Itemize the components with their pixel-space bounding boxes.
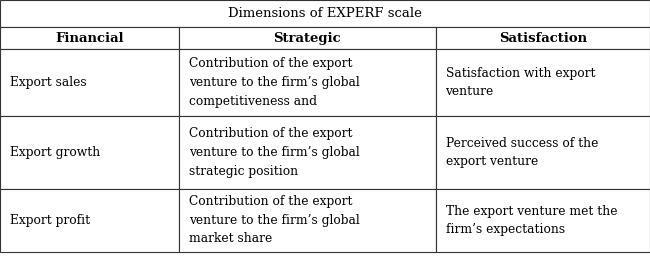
- Bar: [179, 189, 436, 252]
- Bar: [436, 116, 650, 189]
- Bar: [179, 49, 436, 116]
- Bar: [0, 49, 179, 116]
- Bar: [436, 27, 650, 49]
- Text: Contribution of the export
venture to the firm’s global
market share: Contribution of the export venture to th…: [188, 196, 359, 246]
- Bar: [0, 189, 179, 252]
- Bar: [179, 27, 436, 49]
- Bar: [0, 0, 650, 27]
- Bar: [0, 27, 179, 49]
- Text: Perceived success of the
export venture: Perceived success of the export venture: [445, 137, 598, 168]
- Text: Export profit: Export profit: [10, 214, 90, 227]
- Text: Satisfaction: Satisfaction: [499, 31, 587, 44]
- Text: Strategic: Strategic: [273, 31, 341, 44]
- Bar: [179, 116, 436, 189]
- Bar: [436, 189, 650, 252]
- Bar: [0, 116, 179, 189]
- Text: Export growth: Export growth: [10, 146, 100, 159]
- Text: The export venture met the
firm’s expectations: The export venture met the firm’s expect…: [445, 205, 617, 236]
- Text: Dimensions of EXPERF scale: Dimensions of EXPERF scale: [228, 7, 422, 20]
- Bar: [436, 49, 650, 116]
- Text: Satisfaction with export
venture: Satisfaction with export venture: [445, 67, 595, 98]
- Text: Export sales: Export sales: [10, 76, 86, 89]
- Text: Financial: Financial: [55, 31, 124, 44]
- Text: Contribution of the export
venture to the firm’s global
strategic position: Contribution of the export venture to th…: [188, 127, 359, 177]
- Text: Contribution of the export
venture to the firm’s global
competitiveness and: Contribution of the export venture to th…: [188, 57, 359, 107]
